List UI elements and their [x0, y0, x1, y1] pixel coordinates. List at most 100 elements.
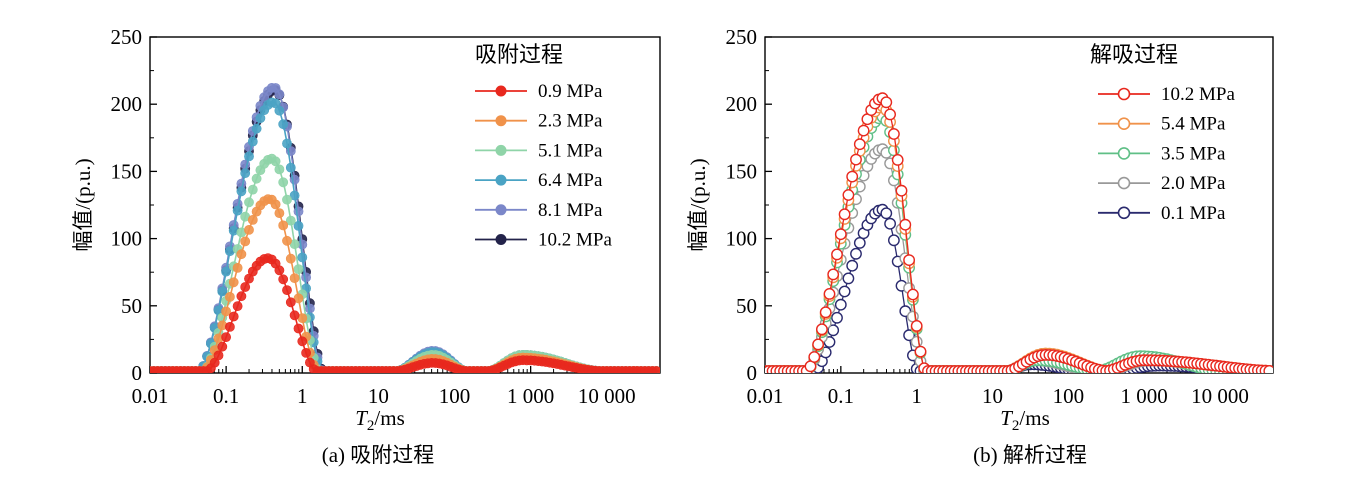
data-point [274, 89, 285, 100]
legend: 吸附过程 0.9 MPa 2.3 MPa 5.1 MPa 6.4 MPa 8.1 MPa 1… [475, 42, 612, 251]
data-point [274, 265, 285, 276]
legend-marker [495, 204, 507, 216]
data-point [285, 215, 296, 226]
y-tick-label: 100 [111, 227, 143, 251]
legend-marker [1117, 87, 1131, 101]
data-point [846, 170, 859, 183]
data-point [834, 228, 847, 241]
data-point [278, 119, 289, 130]
data-point [880, 96, 893, 109]
legend-label: 2.3 MPa [538, 111, 603, 132]
data-point [857, 124, 870, 137]
data-point [914, 345, 927, 358]
data-point [838, 208, 851, 221]
x-tick-label: 10 000 [1191, 384, 1249, 408]
data-point [899, 218, 912, 231]
data-point [888, 128, 900, 140]
y-tick-label: 100 [726, 227, 758, 251]
y-tick-label: 50 [121, 294, 142, 318]
data-point [808, 351, 821, 363]
legend-marker [495, 144, 507, 156]
legend-item: 3.5 MPa [1098, 143, 1226, 164]
data-point [812, 338, 824, 351]
legend-item: 10.2 MPa [1098, 84, 1235, 105]
data-point [270, 156, 281, 167]
data-point [880, 207, 893, 220]
y-tick-label: 250 [111, 25, 143, 49]
data-point [842, 272, 855, 285]
data-point [247, 136, 258, 147]
data-point [228, 277, 239, 288]
data-point [285, 253, 296, 264]
legend-title: 解吸过程 [1090, 42, 1178, 67]
data-point [907, 288, 919, 301]
data-point [244, 151, 254, 162]
data-point [301, 272, 311, 283]
plot-area [765, 92, 1273, 373]
y-axis-label: 幅值/(p.u.) [686, 158, 710, 251]
series-0_9-MPa [150, 253, 660, 373]
data-point [278, 220, 289, 231]
data-point [304, 303, 315, 314]
legend-title: 吸附过程 [475, 42, 563, 67]
data-point [1263, 365, 1273, 373]
data-point [282, 194, 292, 205]
data-point [240, 236, 251, 247]
data-point [282, 138, 292, 149]
data-point [293, 206, 304, 217]
x-tick-label: 100 [439, 384, 471, 408]
panel-a: 0 50 100 150 200 250 0.01 0.1 1 10 100 1 000 10 000 T… [71, 25, 661, 467]
y-tick-label: 200 [726, 92, 758, 116]
data-point [278, 274, 289, 285]
x-axis-label: T2/ms [355, 406, 405, 434]
data-point [293, 264, 304, 274]
data-point [297, 252, 308, 263]
data-point [224, 321, 235, 332]
x-tick-label: 1 [911, 384, 922, 408]
x-tick-label: 10 [368, 384, 389, 408]
x-tick-label: 1 000 [1121, 384, 1168, 408]
data-point [293, 220, 304, 231]
x-axis-label: T2/ms [1000, 406, 1050, 434]
data-point [255, 113, 266, 124]
data-point [221, 306, 231, 317]
legend-marker [1117, 147, 1131, 160]
data-point [221, 332, 231, 342]
y-tick-label: 150 [726, 159, 758, 183]
data-point [217, 286, 228, 297]
data-point [895, 184, 908, 197]
x-tick-label: 0.1 [213, 384, 239, 408]
legend-item: 5.1 MPa [475, 140, 603, 161]
series-10_2-MPa [765, 92, 1273, 373]
y-tick-label: 150 [111, 159, 143, 183]
legend-label: 3.5 MPa [1161, 143, 1226, 164]
data-point [270, 199, 281, 210]
legend-label: 5.1 MPa [538, 140, 603, 161]
legend-marker [495, 85, 507, 97]
data-point [834, 298, 847, 311]
data-point [221, 266, 231, 277]
legend-item: 8.1 MPa [475, 200, 603, 221]
legend-marker [495, 234, 507, 245]
legend-item: 0.9 MPa [475, 81, 603, 102]
legend-marker [495, 115, 507, 127]
data-point [819, 306, 832, 319]
x-tick-label: 10 [982, 384, 1003, 408]
data-point [293, 323, 304, 334]
data-point [297, 336, 308, 347]
data-point [232, 262, 243, 273]
data-point [827, 324, 840, 337]
data-point [236, 291, 247, 302]
legend-item: 0.1 MPa [1098, 203, 1226, 224]
data-point [850, 153, 862, 166]
x-tick-label: 0.1 [828, 384, 854, 408]
legend-label: 0.9 MPa [538, 81, 603, 102]
panel-b: 0 50 100 150 200 250 0.01 0.1 1 10 100 1 000 10 000 T… [686, 25, 1274, 467]
data-point [903, 329, 915, 342]
data-point [827, 268, 840, 281]
data-point [282, 235, 292, 246]
data-point [240, 168, 251, 178]
data-point [213, 350, 224, 361]
